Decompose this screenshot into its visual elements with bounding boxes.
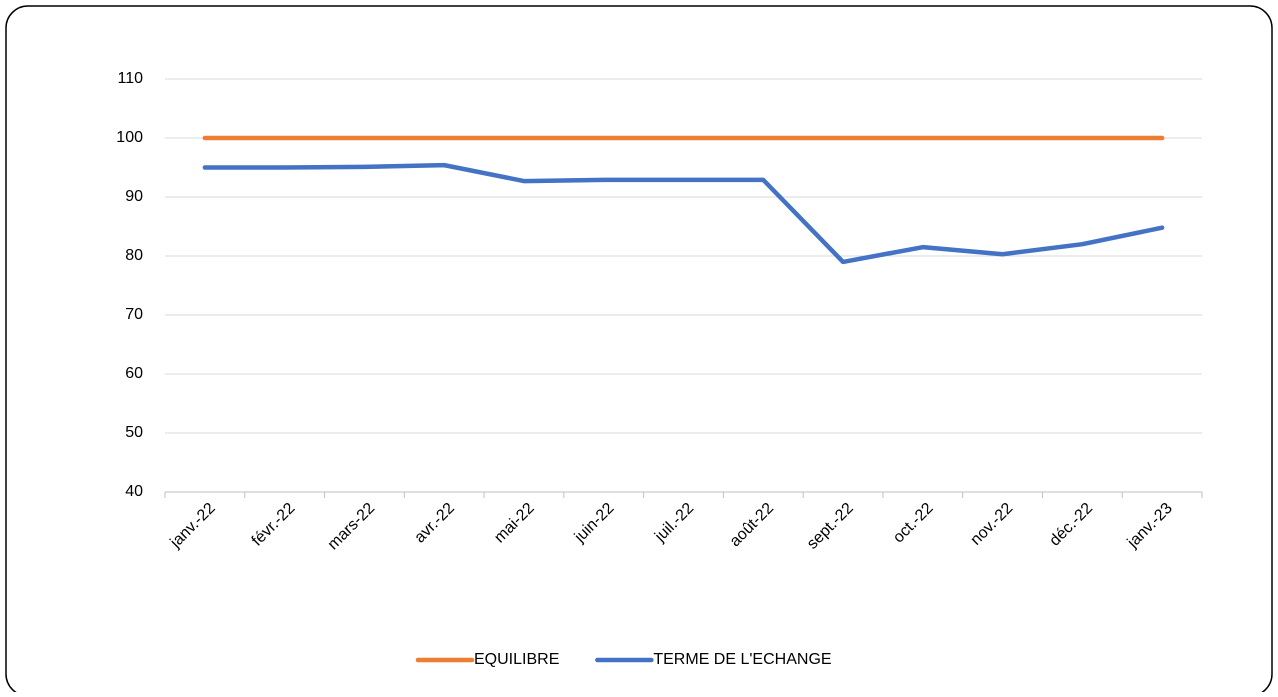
legend-label: TERME DE L'ECHANGE bbox=[653, 651, 831, 668]
y-tick-label: 70 bbox=[125, 306, 143, 323]
y-tick-label: 50 bbox=[125, 424, 143, 441]
y-tick-label: 90 bbox=[125, 188, 143, 205]
legend-label: EQUILIBRE bbox=[474, 651, 559, 668]
y-tick-label: 100 bbox=[116, 129, 143, 146]
chart-border bbox=[5, 5, 1273, 697]
y-tick-label: 60 bbox=[125, 365, 143, 382]
y-tick-label: 110 bbox=[117, 70, 143, 87]
y-tick-label: 80 bbox=[125, 247, 143, 264]
line-series bbox=[202, 162, 1165, 265]
y-tick-label: 40 bbox=[125, 483, 143, 500]
